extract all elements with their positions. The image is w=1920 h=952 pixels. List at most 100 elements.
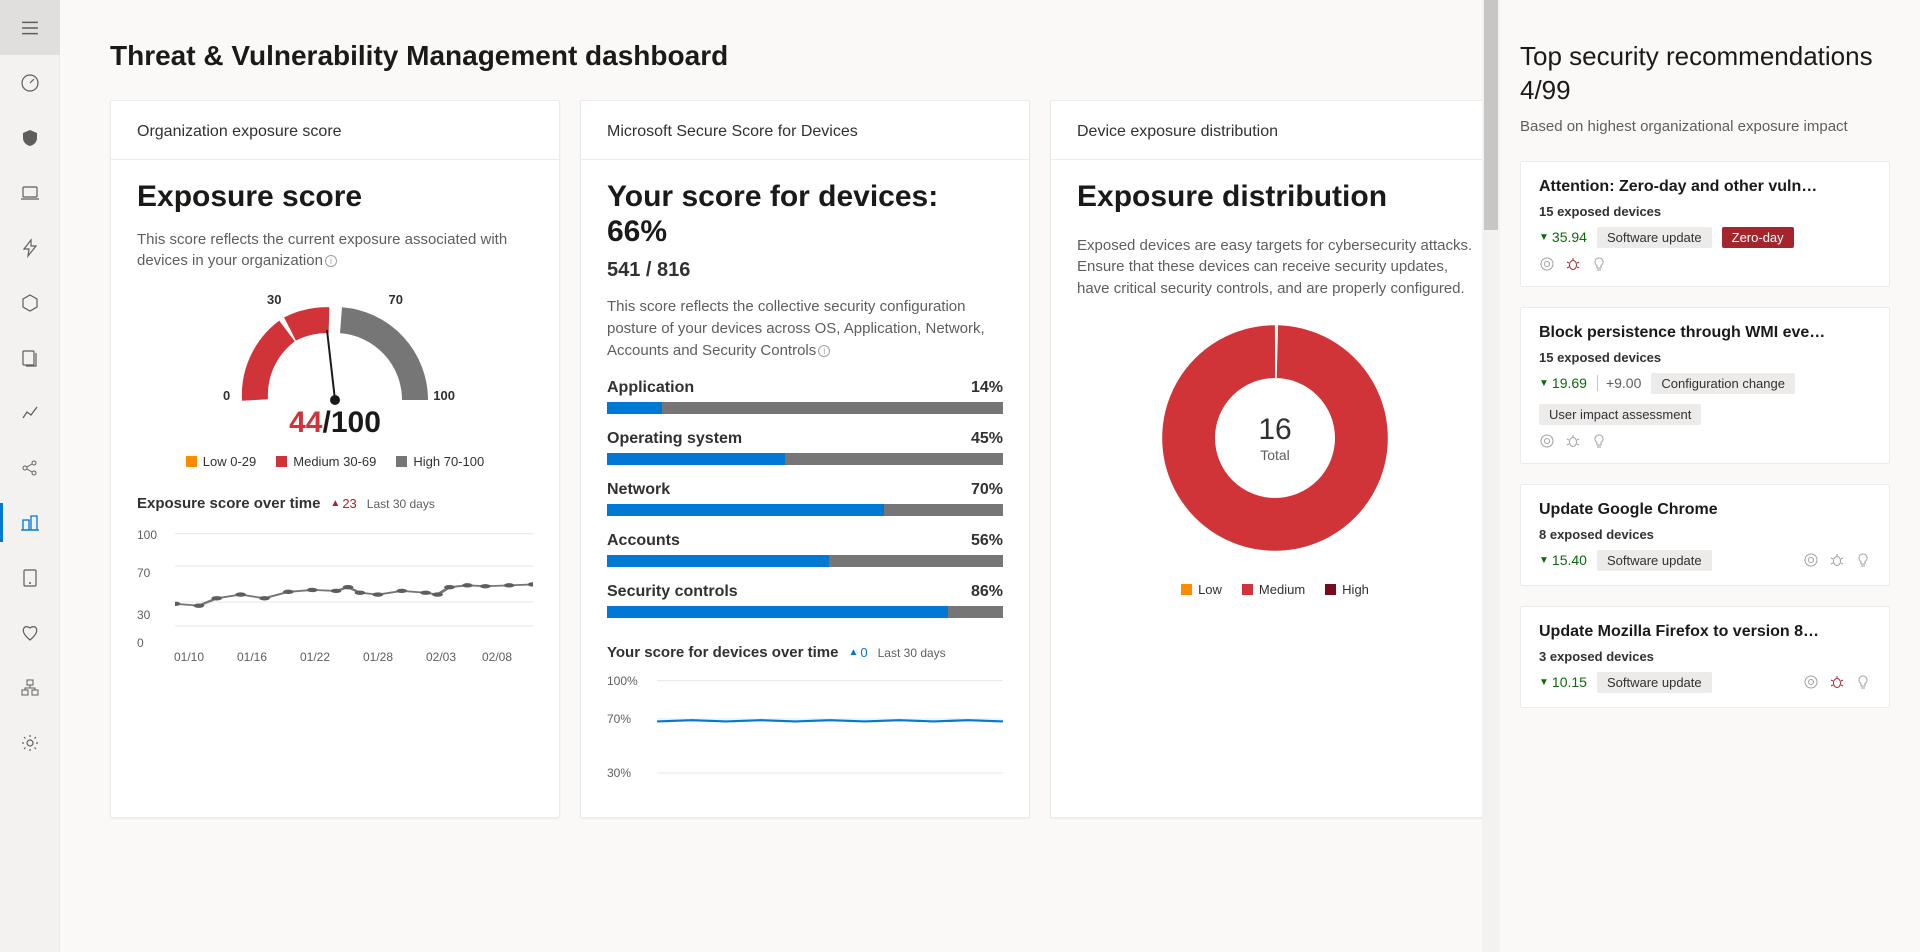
rec-exposed: 8 exposed devices [1539,527,1871,542]
metric-label: Operating system [607,430,742,448]
sidebar-item-dashboard[interactable] [0,55,60,110]
rec-card[interactable]: Attention: Zero-day and other vuln… 15 ex… [1520,161,1890,287]
sidebar-item-health[interactable] [0,605,60,660]
bulb-icon [1855,552,1871,568]
secure-sparkline: 100% 70% 30% [607,671,1003,791]
secure-spark-svg [657,671,1003,791]
secure-delta: ▲0 [848,645,867,660]
sidebar-item-settings[interactable] [0,715,60,770]
rec-exposed: 15 exposed devices [1539,350,1871,365]
rec-exposed: 3 exposed devices [1539,649,1871,664]
tablet-icon [20,568,40,588]
dist-heading: Exposure distribution [1077,180,1473,215]
rec-item-title: Update Mozilla Firefox to version 8… [1539,623,1871,641]
card-distribution: Device exposure distribution Exposure di… [1050,100,1482,818]
rec-item-title: Attention: Zero-day and other vuln… [1539,178,1871,196]
secure-over-time-title: Your score for devices over time ▲0 Last… [607,644,1003,661]
sidebar-item-quick[interactable] [0,220,60,275]
secure-metrics: Application14% Operating system 45% Network… [607,379,1003,618]
metric-row: Security controls86% [607,583,1003,618]
legend-sq-low [186,456,197,467]
metric-fill [607,504,884,516]
metric-label: Security controls [607,583,738,601]
analytics-icon [20,403,40,423]
sidebar-item-tvm[interactable] [0,495,60,550]
exposure-desc: This score reflects the current exposure… [137,229,533,273]
bulb-icon [1591,256,1607,272]
rec-plus: +9.00 [1597,375,1641,391]
heart-icon [20,623,40,643]
donut-label: Total [1258,447,1291,463]
target-icon [1539,433,1555,449]
page-title: Threat & Vulnerability Management dashbo… [110,40,1442,72]
rec-tag: User impact assessment [1539,404,1701,425]
card-exposure: Organization exposure score Exposure sco… [110,100,560,818]
scrollbar-thumb[interactable] [1484,0,1498,230]
metric-row: Network70% [607,481,1003,516]
info-icon-2[interactable]: i [818,345,830,357]
secure-over-time: Your score for devices over time ▲0 Last… [607,644,1003,791]
metric-label: Accounts [607,532,680,550]
exposure-legend: Low 0-29 Medium 30-69 High 70-100 [137,454,533,469]
recommendations-panel: Top security recommendations 4/99 Based … [1500,0,1920,952]
card-secure-header: Microsoft Secure Score for Devices [581,101,1029,160]
sidebar-item-shield[interactable] [0,110,60,165]
sidebar-hamburger[interactable] [0,0,60,55]
stack-icon [20,348,40,368]
rec-score: ▼ 35.94 [1539,229,1587,245]
exposure-spark-svg [175,524,533,644]
scrollbar[interactable] [1482,0,1500,952]
bug-icon [1829,552,1845,568]
rec-tag: Zero-day [1722,227,1794,248]
metric-fill [607,453,785,465]
gauge-svg [225,290,445,420]
gear-icon [20,733,40,753]
card-secure-body: Your score for devices: 66% 541 / 816 Th… [581,160,1029,817]
main-wrap: Threat & Vulnerability Management dashbo… [60,0,1920,952]
rec-meta: ▼ 15.40Software update [1539,550,1871,571]
rec-list: Attention: Zero-day and other vuln… 15 ex… [1520,161,1890,708]
rec-icons [1803,674,1871,690]
rec-score: ▼ 19.69 [1539,375,1587,391]
rec-exposed: 15 exposed devices [1539,204,1871,219]
metric-pct: 56% [971,532,1003,550]
rec-score: ▼ 10.15 [1539,674,1587,690]
exposure-heading: Exposure score [137,180,533,215]
metric-pct: 45% [971,430,1003,448]
rec-item-title: Block persistence through WMI eve… [1539,324,1871,342]
sidebar-item-analytics[interactable] [0,385,60,440]
bug-icon [1565,256,1581,272]
sidebar-item-share[interactable] [0,440,60,495]
rec-tag: Configuration change [1651,373,1795,394]
sidebar-item-org[interactable] [0,660,60,715]
metric-row: Application14% [607,379,1003,414]
gauge-tick-30: 30 [267,292,281,307]
rec-meta: ▼ 19.69 +9.00 Configuration change User imp… [1539,373,1871,425]
sidebar-item-stack[interactable] [0,330,60,385]
rec-tag: Software update [1597,672,1712,693]
rec-card[interactable]: Block persistence through WMI eve… 15 exp… [1520,307,1890,464]
metric-pct: 14% [971,379,1003,397]
rec-tag: Software update [1597,227,1712,248]
sidebar-item-device[interactable] [0,165,60,220]
card-dist-header: Device exposure distribution [1051,101,1482,160]
target-icon [1803,674,1819,690]
secure-heading: Your score for devices: 66% [607,180,1003,249]
donut-total: 16 [1258,413,1291,447]
exposure-delta: ▲23 [330,496,356,511]
secure-desc: This score reflects the collective secur… [607,296,1003,361]
exposure-over-time-title: Exposure score over time ▲23 Last 30 day… [137,495,533,512]
donut-center: 16 Total [1258,413,1291,463]
sidebar-item-hexagon[interactable] [0,275,60,330]
rec-card[interactable]: Update Mozilla Firefox to version 8… 3 ex… [1520,606,1890,708]
dist-legend-high: High [1325,582,1369,597]
donut: 16 Total [1155,318,1395,558]
info-icon[interactable]: i [325,255,337,267]
rec-sub: Based on highest organizational exposure… [1520,118,1890,135]
sidebar-item-tablet[interactable] [0,550,60,605]
org-icon [20,678,40,698]
secure-fraction: 541 / 816 [607,259,1003,282]
metric-bar [607,606,1003,618]
bulb-icon [1591,433,1607,449]
rec-card[interactable]: Update Google Chrome8 exposed devices▼ 1… [1520,484,1890,586]
